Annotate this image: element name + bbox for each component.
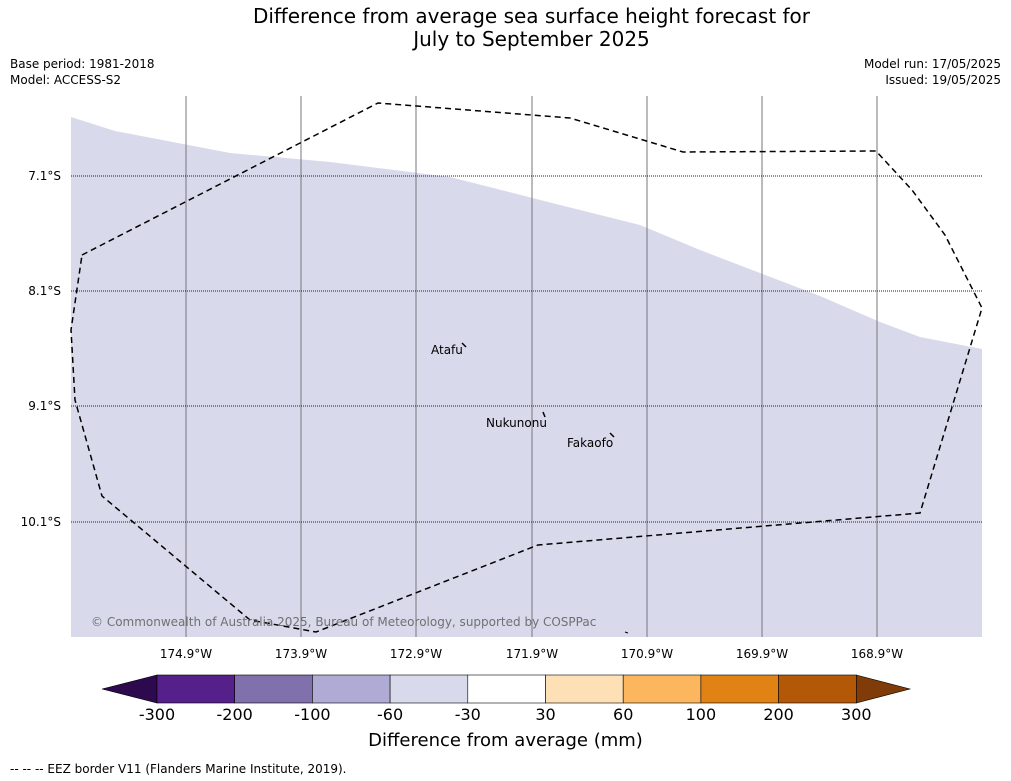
eez-border <box>70 102 983 633</box>
label-fakaofo: Fakaofo <box>567 436 613 450</box>
eez-legend: -- -- -- EEZ border V11 (Flanders Marine… <box>10 762 347 776</box>
colorbar-tick-label: 100 <box>685 705 717 724</box>
model-run: Model run: 17/05/2025 <box>863 57 1001 71</box>
map-title: Difference from average sea surface heig… <box>0 5 1011 51</box>
colorbar <box>101 674 912 704</box>
anomaly-shading <box>71 117 982 637</box>
lat-label-2: 8.1°S <box>28 284 61 298</box>
colorbar-tick-label: -300 <box>138 705 176 724</box>
copyright-text: © Commonwealth of Australia 2025, Bureau… <box>91 615 596 629</box>
colorbar-segment <box>312 674 391 704</box>
lon-label-7: 168.9°W <box>851 647 903 661</box>
lat-label-3: 9.1°S <box>28 399 61 413</box>
label-atafu: Atafu <box>431 343 463 357</box>
issued-date: Issued: 19/05/2025 <box>885 73 1001 87</box>
colorbar-extend-min <box>101 674 158 704</box>
atafu-island <box>461 342 467 348</box>
lon-label-2: 173.9°W <box>275 647 327 661</box>
lat-label-1: 7.1°S <box>28 169 61 183</box>
fakaofo-island <box>609 432 615 438</box>
colorbar-segment <box>234 674 313 704</box>
base-period: Base period: 1981-2018 <box>10 57 155 71</box>
colorbar-tick-label: 30 <box>535 705 556 724</box>
colorbar-tick-label: 60 <box>613 705 634 724</box>
model-name: Model: ACCESS-S2 <box>10 73 122 87</box>
lon-label-3: 172.9°W <box>390 647 442 661</box>
colorbar-segment <box>622 674 702 704</box>
colorbar-tick-label: -100 <box>294 705 331 724</box>
colorbar-tick-label: -60 <box>377 705 404 724</box>
lon-label-1: 174.9°W <box>160 647 212 661</box>
longitude-labels: 174.9°W 173.9°W 172.9°W 171.9°W 170.9°W … <box>160 647 903 661</box>
lon-label-6: 169.9°W <box>736 647 788 661</box>
colorbar-segment <box>545 674 624 704</box>
colorbar-label: Difference from average (mm) <box>368 730 643 751</box>
label-nukunonu: Nukunonu <box>486 416 547 430</box>
title-line-1: Difference from average sea surface heig… <box>252 4 811 28</box>
colorbar-segment <box>467 674 546 704</box>
lon-label-4: 171.9°W <box>506 647 558 661</box>
nukunonu-island <box>542 411 546 418</box>
lon-label-5: 170.9°W <box>621 647 673 661</box>
latitude-labels: 7.1°S 8.1°S 9.1°S 10.1°S <box>21 169 61 529</box>
colorbar-segment <box>389 674 469 704</box>
swains-island <box>624 631 629 634</box>
colorbar-extend-max <box>855 674 912 704</box>
colorbar-segment <box>156 674 235 704</box>
lat-label-4: 10.1°S <box>21 515 61 529</box>
colorbar-tick-label: 200 <box>763 705 794 724</box>
colorbar-tick-label: -200 <box>216 705 253 724</box>
colorbar-segment <box>778 674 857 704</box>
colorbar-tick-label: 300 <box>841 705 872 724</box>
colorbar-segment <box>700 674 779 704</box>
colorbar-tick-label: -30 <box>454 705 481 724</box>
title-line-2: July to September 2025 <box>413 27 650 51</box>
meta-right: Model run: 17/05/2025 Issued: 19/05/2025 <box>864 56 1001 88</box>
meta-left: Base period: 1981-2018 Model: ACCESS-S2 <box>10 56 155 88</box>
